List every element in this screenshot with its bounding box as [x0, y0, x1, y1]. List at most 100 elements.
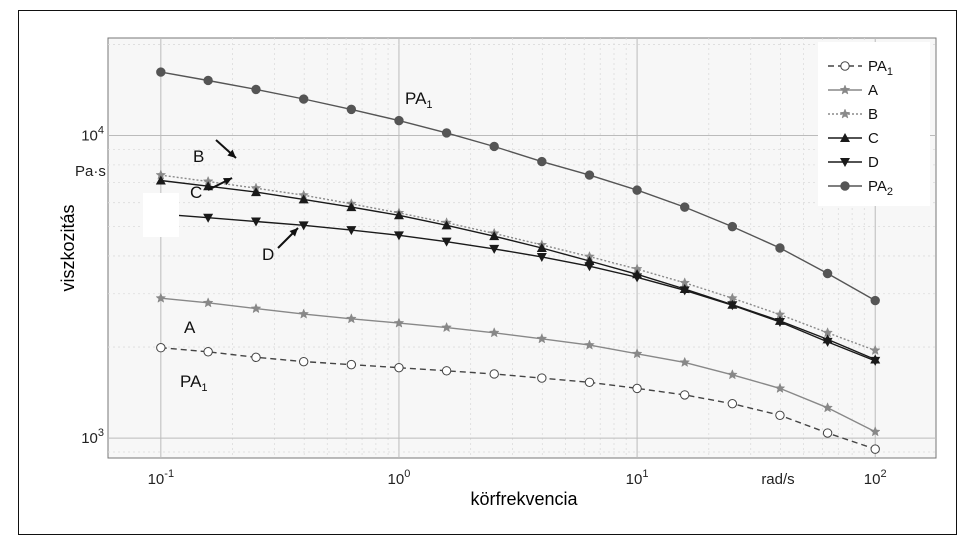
x-tick-exp: 1 [642, 468, 648, 480]
data-point-d [584, 262, 595, 272]
data-point-d [870, 356, 881, 366]
annotation-arrowhead [223, 178, 232, 186]
data-point-pa1 [632, 383, 642, 394]
data-point-pa2 [489, 141, 499, 152]
data-point-a [822, 402, 833, 413]
y-axis-title: viszkozitás [58, 204, 78, 291]
annotation-label-base: B [193, 147, 204, 166]
data-point-pa2 [584, 170, 595, 180]
y-tick-base: 10 [81, 128, 98, 145]
data-point-pa2 [441, 128, 452, 138]
legend-entry-base: PA [868, 58, 887, 75]
series-line-b [160, 174, 876, 352]
annotation-label: A [184, 318, 196, 337]
series-d [155, 210, 881, 366]
annotation-label-base: PA [180, 372, 202, 391]
data-point-d [298, 221, 309, 231]
data-point-a [869, 426, 881, 437]
annotation-label-base: A [184, 318, 196, 337]
legend-marker [839, 108, 851, 119]
data-point-pa1 [775, 410, 785, 421]
data-point-pa1 [346, 359, 357, 370]
x-axis-title: körfrekvencia [470, 489, 578, 509]
data-point-pa1 [822, 428, 833, 438]
series-line-pa2 [160, 71, 876, 302]
x-unit-label: rad/s [761, 471, 794, 488]
data-point-c [489, 231, 500, 241]
data-point-c [536, 242, 547, 252]
y-unit-label: Pa·s [75, 163, 106, 180]
data-point-pa1 [203, 347, 213, 357]
annotation-label-sub: 1 [201, 382, 207, 394]
data-point-a [536, 333, 548, 344]
data-point-pa1 [489, 369, 499, 379]
data-point-c [393, 210, 404, 220]
data-point-a [726, 369, 738, 380]
data-point-c [298, 194, 309, 204]
series-pa1 [156, 343, 880, 454]
legend-entry-base: A [868, 82, 878, 99]
legend-entry-sub: 2 [887, 186, 893, 198]
legend-entry-sub: 1 [887, 66, 893, 78]
data-point-d [822, 337, 833, 347]
data-point-pa2 [632, 185, 642, 195]
data-point-pa1 [394, 362, 404, 373]
x-tick-exp: 2 [880, 468, 886, 480]
data-point-pa1 [251, 352, 261, 363]
data-point-pa2 [775, 243, 785, 253]
data-point-a [679, 356, 691, 367]
legend-marker [839, 84, 851, 95]
data-point-c [441, 220, 452, 230]
legend-marker [840, 181, 850, 191]
annotation-arrowhead [227, 149, 236, 158]
data-point-b [869, 344, 881, 355]
series-a [155, 292, 881, 437]
annotation-label-base: C [190, 183, 202, 202]
data-point-d [203, 213, 214, 223]
legend-entry: PA2 [868, 178, 893, 198]
legend-entry: A [868, 82, 878, 99]
annotation-label: D [262, 245, 274, 264]
data-point-pa1 [680, 390, 690, 400]
annotation-label-base: PA [405, 89, 427, 108]
data-point-pa2 [870, 295, 880, 306]
data-point-pa2 [203, 75, 213, 86]
legend-marker [840, 61, 850, 71]
data-point-d [489, 244, 500, 254]
data-point-c [155, 175, 166, 185]
data-point-a [345, 313, 357, 324]
x-tick-exp: -1 [164, 468, 174, 480]
data-point-d [251, 217, 262, 227]
y-tick-exp: 4 [98, 125, 104, 137]
legend-entry-base: PA [868, 178, 887, 195]
legend-entry-base: C [868, 130, 879, 147]
data-point-a [584, 339, 595, 350]
series-layer [155, 67, 881, 454]
data-point-a [393, 317, 405, 328]
data-point-pa2 [537, 156, 547, 167]
data-point-a [774, 382, 786, 394]
data-point-pa1 [441, 366, 452, 376]
x-tick-label: 100 [388, 468, 411, 488]
x-tick-label: 10-1 [148, 468, 174, 488]
series-pa2 [156, 67, 880, 306]
data-point-pa2 [298, 94, 309, 104]
y-tick-exp: 3 [98, 427, 104, 439]
legend-entry: D [868, 154, 879, 171]
data-point-d [679, 286, 690, 296]
data-point-a [202, 297, 214, 308]
data-point-a [488, 327, 500, 338]
annotation-label: B [193, 147, 204, 166]
data-point-pa2 [156, 67, 166, 77]
x-tick-label: 102 [864, 468, 887, 488]
data-point-pa2 [680, 202, 690, 212]
legend-marker [840, 133, 850, 142]
x-tick-label: 101 [626, 468, 649, 488]
data-point-pa1 [298, 356, 309, 367]
annotation-label: PA1 [180, 372, 208, 394]
series-line-c [160, 179, 876, 361]
data-point-a [155, 292, 167, 303]
data-point-d [727, 301, 738, 311]
